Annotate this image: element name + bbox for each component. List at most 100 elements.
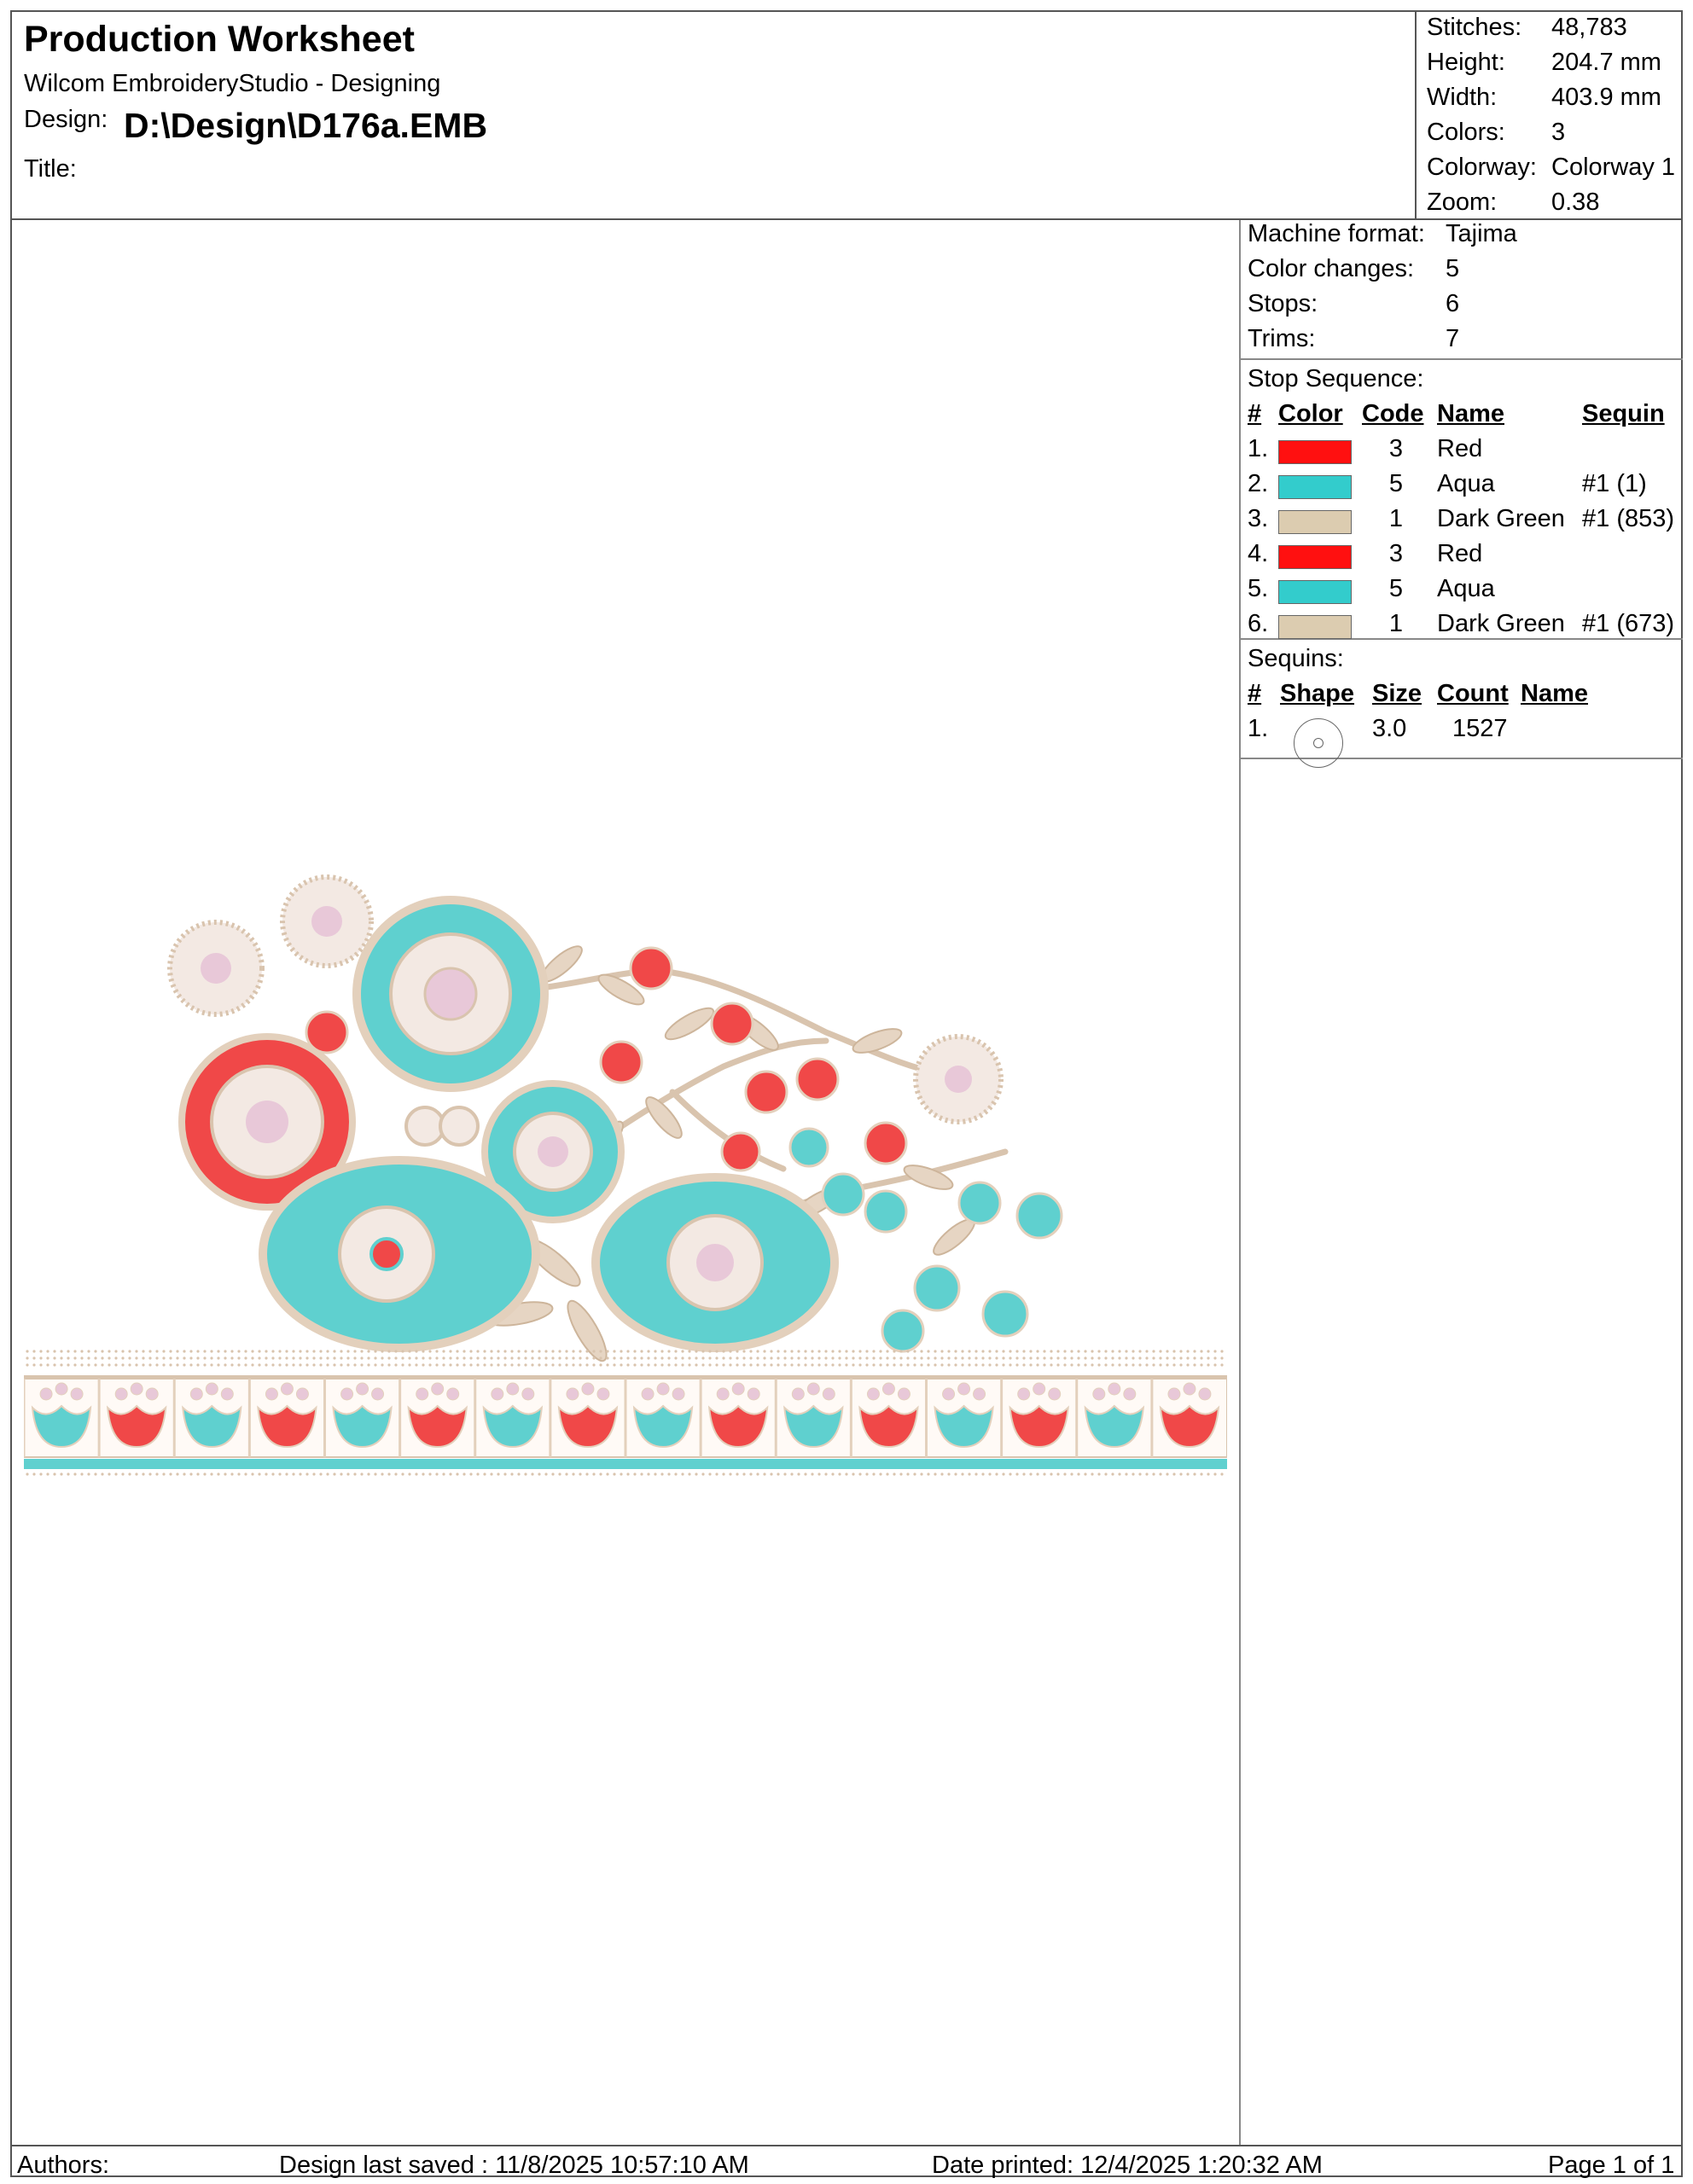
stop-thread-name: Red bbox=[1437, 540, 1483, 567]
border-tulip-motif bbox=[1084, 1404, 1145, 1449]
border-bead bbox=[1198, 1387, 1212, 1401]
stat-value: 403.9 mm bbox=[1551, 84, 1661, 111]
border-bead bbox=[957, 1382, 971, 1396]
border-bead bbox=[731, 1382, 745, 1396]
border-bead bbox=[491, 1387, 504, 1401]
stop-color-swatch bbox=[1278, 440, 1352, 464]
sequin-num: 1. bbox=[1248, 715, 1269, 742]
border-bead bbox=[55, 1382, 68, 1396]
sequin-size: 3.0 bbox=[1372, 715, 1407, 742]
sequins-title: Sequins: bbox=[1248, 645, 1344, 672]
border-bead bbox=[716, 1387, 730, 1401]
stop-thread-name: Red bbox=[1437, 435, 1483, 462]
stop-thread-name: Dark Green bbox=[1437, 505, 1565, 532]
col-header-count: Count bbox=[1437, 680, 1509, 707]
stop-color-swatch bbox=[1278, 545, 1352, 569]
border-bead bbox=[791, 1387, 805, 1401]
footer-page-number: Page 1 of 1 bbox=[1548, 2152, 1675, 2179]
stat-label: Height: bbox=[1427, 49, 1505, 76]
embroidery-design-preview bbox=[22, 870, 1228, 1484]
stop-num: 5. bbox=[1248, 575, 1269, 602]
border-bead bbox=[1108, 1382, 1121, 1396]
border-tulip-motif bbox=[858, 1404, 919, 1449]
stop-num: 2. bbox=[1248, 470, 1269, 497]
stat-value: 3 bbox=[1551, 119, 1566, 146]
stat-label: Width: bbox=[1427, 84, 1498, 111]
embroidery-design-image bbox=[22, 874, 1228, 1478]
border-bead bbox=[806, 1382, 820, 1396]
col-header-shape: Shape bbox=[1280, 680, 1355, 707]
stop-code: 5 bbox=[1388, 470, 1403, 497]
col-header-num: # bbox=[1248, 400, 1262, 427]
design-label: Design: bbox=[24, 106, 108, 133]
machine-label: Stops: bbox=[1248, 290, 1318, 317]
border-bead bbox=[1183, 1382, 1196, 1396]
border-tulip-motif bbox=[557, 1404, 619, 1449]
stop-code: 1 bbox=[1388, 610, 1403, 637]
header-info: Production Worksheet Wilcom EmbroiderySt… bbox=[17, 10, 1417, 218]
sequins-section: Sequins: # Shape Size Count Name 1. 3.0 … bbox=[1241, 640, 1683, 768]
col-header-num: # bbox=[1248, 680, 1262, 707]
machine-section: Machine format: Tajima Color changes: 5 St… bbox=[1241, 220, 1683, 360]
stat-label: Colors: bbox=[1427, 119, 1505, 146]
details-panel: Machine format: Tajima Color changes: 5 St… bbox=[1241, 220, 1683, 768]
border-bead bbox=[656, 1382, 670, 1396]
border-tulip-motif bbox=[783, 1404, 844, 1449]
border-tulip-motif bbox=[482, 1404, 544, 1449]
border-bead bbox=[431, 1382, 445, 1396]
panel-divider bbox=[1239, 220, 1241, 2145]
stat-label: Colorway: bbox=[1427, 154, 1537, 181]
border-bead bbox=[1167, 1387, 1181, 1401]
border-tulip-motif bbox=[182, 1404, 242, 1449]
border-bead bbox=[521, 1387, 535, 1401]
border-bead bbox=[566, 1387, 579, 1401]
machine-label: Trims: bbox=[1248, 325, 1316, 352]
stop-sequin: #1 (853) bbox=[1582, 505, 1675, 532]
col-header-size: Size bbox=[1372, 680, 1422, 707]
border-bead bbox=[295, 1387, 309, 1401]
stat-value: 204.7 mm bbox=[1551, 49, 1661, 76]
border-bead bbox=[70, 1387, 84, 1401]
border-bead bbox=[506, 1382, 520, 1396]
machine-label: Color changes: bbox=[1248, 255, 1415, 282]
stat-value: 48,783 bbox=[1551, 14, 1627, 41]
machine-value: 5 bbox=[1446, 255, 1460, 282]
border-tulip-motif bbox=[257, 1404, 317, 1449]
machine-value: 7 bbox=[1446, 325, 1460, 352]
border-tulip-motif bbox=[1159, 1404, 1220, 1449]
stop-sequence-title: Stop Sequence: bbox=[1248, 365, 1424, 392]
stop-code: 5 bbox=[1388, 575, 1403, 602]
border-bead bbox=[596, 1387, 610, 1401]
col-header-color: Color bbox=[1278, 400, 1343, 427]
border-bead bbox=[641, 1387, 655, 1401]
stat-value: 0.38 bbox=[1551, 189, 1600, 216]
design-path: D:\Design\D176a.EMB bbox=[124, 106, 488, 145]
footer-date-printed: Date printed: 12/4/2025 1:20:32 AM bbox=[932, 2152, 1323, 2179]
border-bead bbox=[416, 1387, 429, 1401]
stop-color-swatch bbox=[1278, 615, 1352, 639]
border-bead bbox=[145, 1387, 159, 1401]
border-bead bbox=[973, 1387, 986, 1401]
border-bead bbox=[897, 1387, 910, 1401]
border-bead bbox=[581, 1382, 595, 1396]
footer-authors: Authors: bbox=[17, 2152, 109, 2179]
border-bead bbox=[371, 1387, 385, 1401]
sequin-count: 1527 bbox=[1452, 715, 1508, 742]
stats-panel: Stitches: 48,783 Height: 204.7 mm Width: 40… bbox=[1415, 10, 1683, 218]
stop-sequin: #1 (673) bbox=[1582, 610, 1675, 637]
col-header-sequin: Sequin bbox=[1582, 400, 1665, 427]
border-bead bbox=[1092, 1387, 1106, 1401]
border-bead bbox=[1123, 1387, 1137, 1401]
border-bead bbox=[446, 1387, 460, 1401]
stop-num: 1. bbox=[1248, 435, 1269, 462]
col-header-name: Name bbox=[1437, 400, 1504, 427]
border-tulip-motif bbox=[934, 1404, 994, 1449]
border-bead bbox=[1033, 1382, 1046, 1396]
border-bead bbox=[672, 1387, 685, 1401]
border-motifs bbox=[22, 1379, 1220, 1457]
stop-thread-name: Aqua bbox=[1437, 470, 1495, 497]
border-tulip-motif bbox=[407, 1404, 468, 1449]
border-tulip-motif bbox=[632, 1404, 694, 1449]
footer-last-saved: Design last saved : 11/8/2025 10:57:10 A… bbox=[279, 2152, 749, 2179]
border-bead bbox=[1017, 1387, 1031, 1401]
